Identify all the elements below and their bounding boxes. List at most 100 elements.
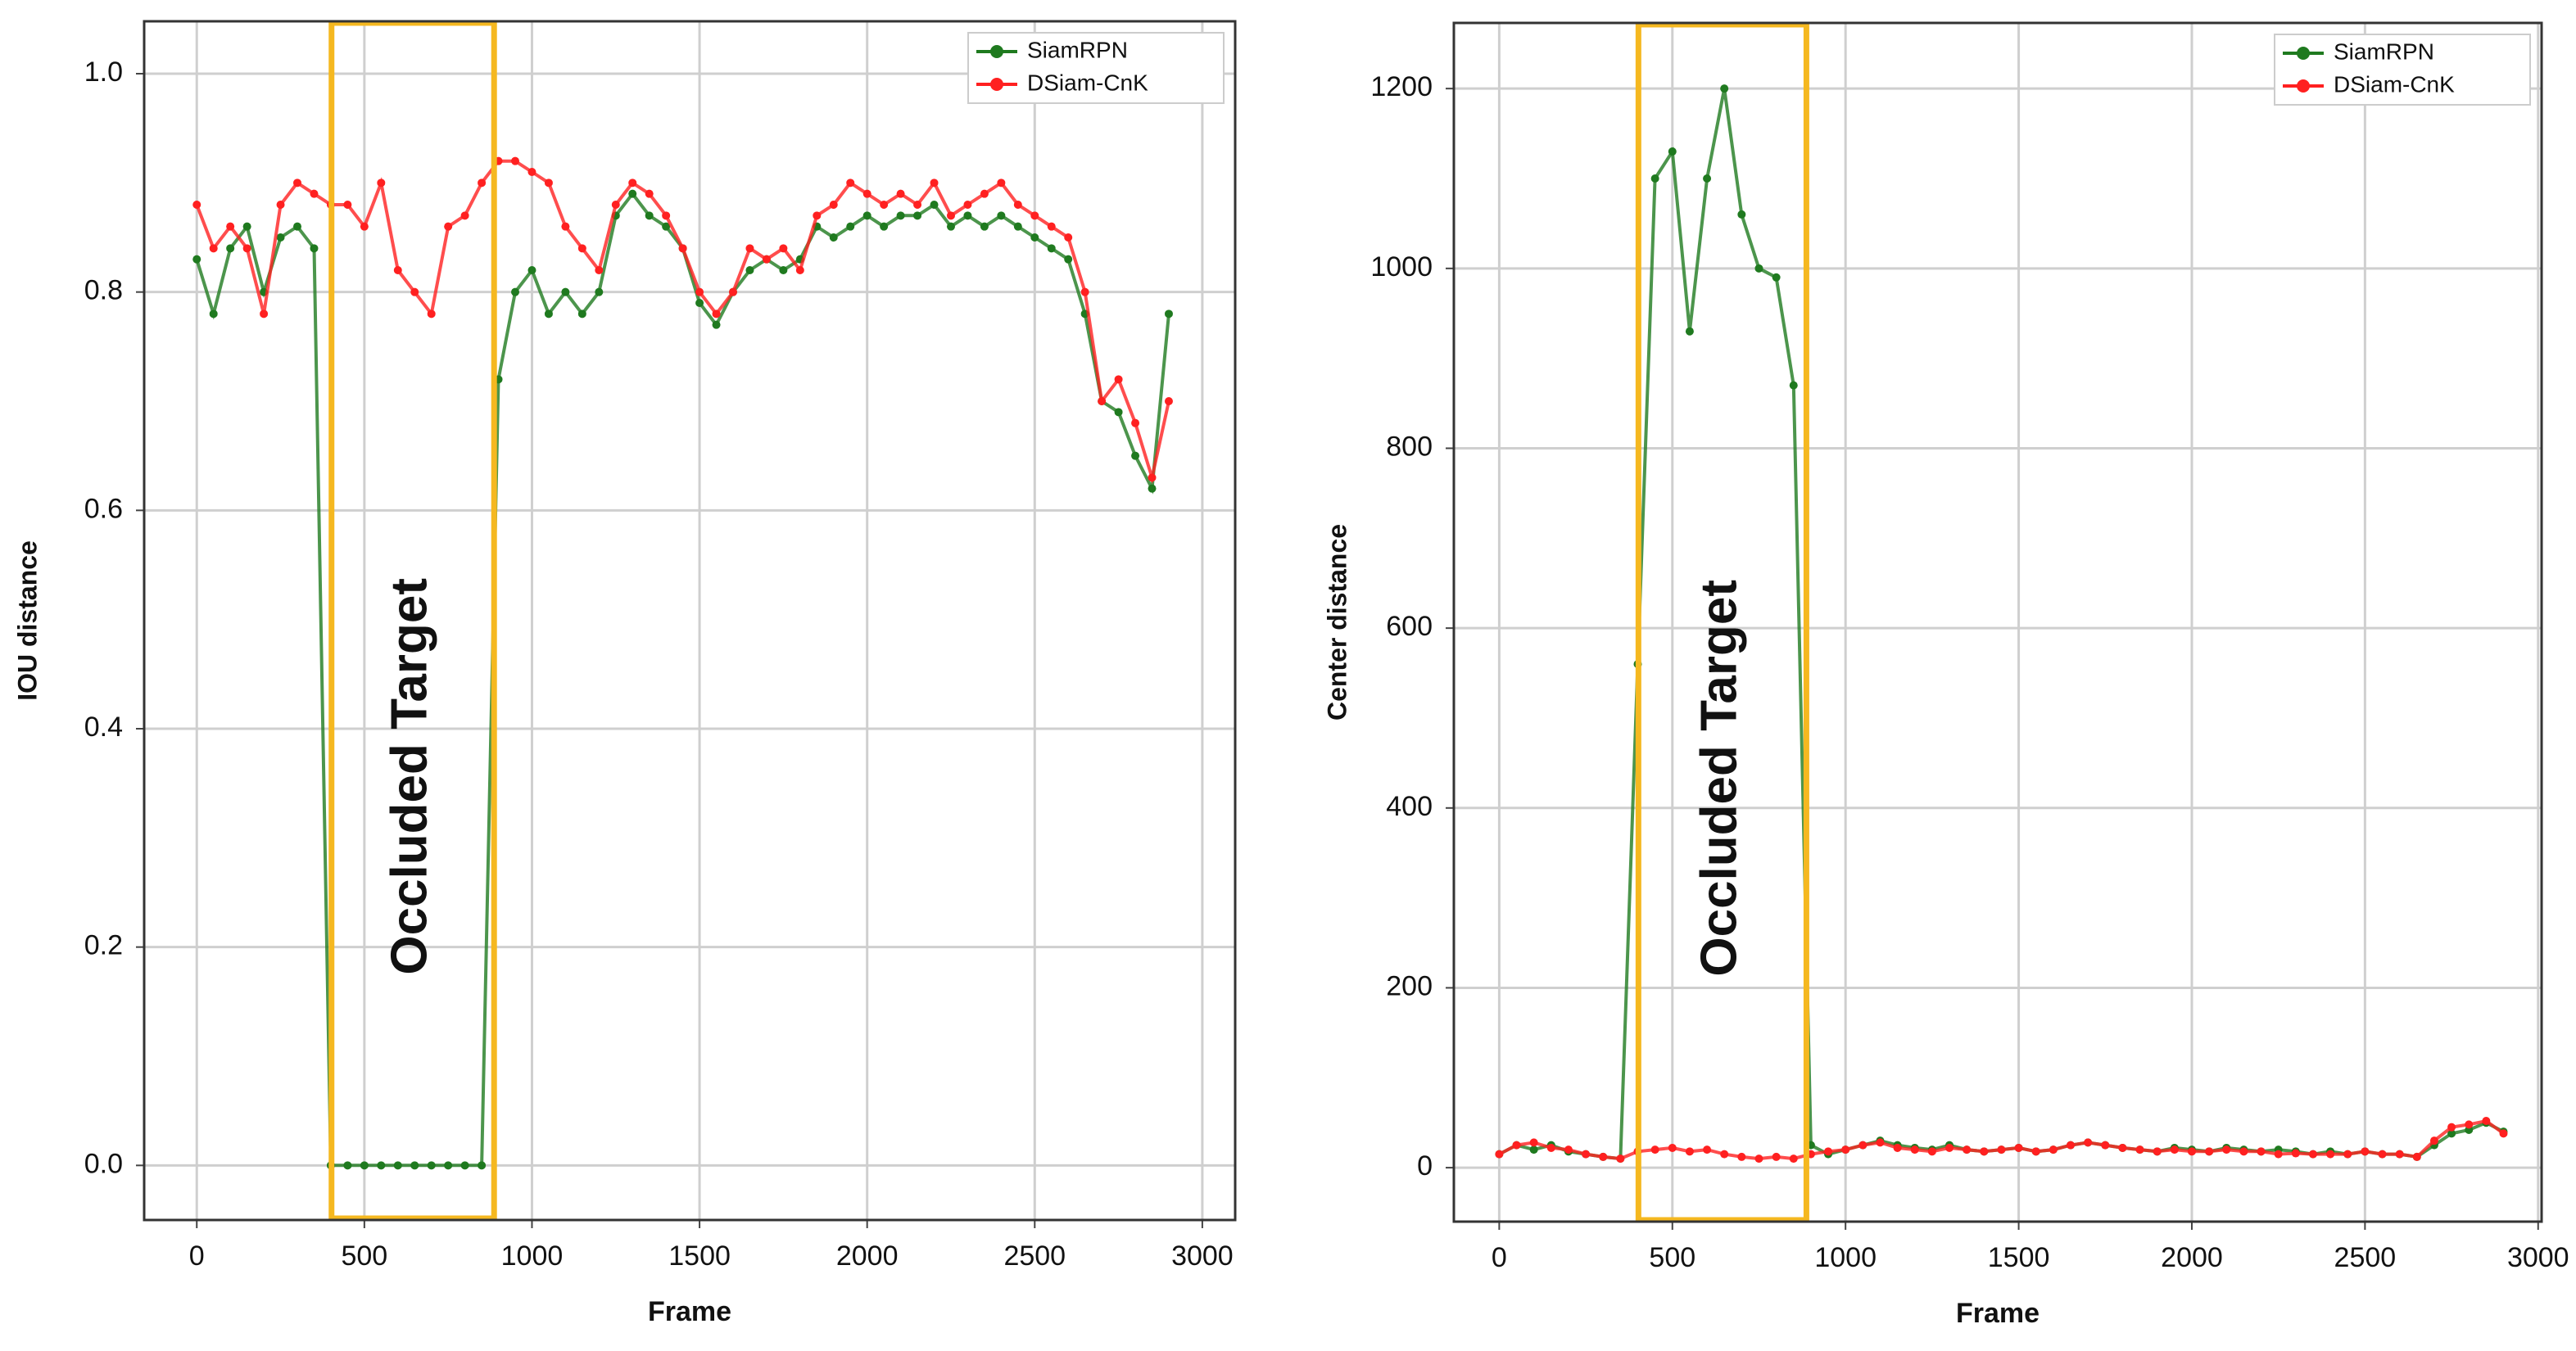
- data-point: [527, 168, 536, 176]
- data-point: [2447, 1123, 2456, 1132]
- data-point: [1030, 233, 1039, 242]
- data-point: [997, 211, 1006, 220]
- data-point: [377, 1161, 386, 1170]
- data-point: [1685, 327, 1694, 336]
- data-point: [829, 233, 838, 242]
- data-point: [276, 201, 285, 209]
- data-point: [2429, 1136, 2438, 1145]
- data-point: [2326, 1150, 2335, 1159]
- data-point: [645, 189, 654, 198]
- data-point: [209, 310, 218, 319]
- y-axis-label: Center distance: [1322, 524, 1351, 721]
- data-point: [611, 201, 620, 209]
- data-point: [1824, 1147, 1833, 1156]
- data-point: [880, 222, 889, 231]
- data-point: [1047, 222, 1056, 231]
- data-point: [242, 222, 251, 231]
- data-point: [1013, 201, 1022, 209]
- legend-marker: [990, 78, 1003, 91]
- plot-area: [1454, 23, 2542, 1222]
- data-point: [662, 211, 671, 220]
- data-point: [393, 1161, 402, 1170]
- occlusion-box: [1635, 21, 1809, 1223]
- y-tick-label: 200: [1386, 970, 1433, 1001]
- data-point: [862, 189, 871, 198]
- data-point: [360, 222, 369, 231]
- x-tick-label: 1000: [501, 1240, 564, 1272]
- data-point: [1841, 1145, 1850, 1154]
- data-point: [1650, 1145, 1659, 1154]
- data-point: [1148, 484, 1157, 493]
- data-point: [444, 1161, 453, 1170]
- data-point: [930, 178, 939, 188]
- data-point: [662, 222, 671, 231]
- legend-marker: [2297, 47, 2310, 60]
- data-point: [963, 211, 972, 220]
- y-tick-label: 600: [1386, 611, 1433, 642]
- annotation-text: Occluded Target: [381, 578, 437, 975]
- data-point: [1963, 1145, 1972, 1154]
- data-point: [427, 1161, 436, 1170]
- y-tick-label: 0.0: [84, 1148, 123, 1179]
- data-point: [1064, 255, 1073, 264]
- data-point: [2222, 1145, 2231, 1154]
- data-point: [1980, 1147, 1989, 1156]
- data-point: [745, 266, 754, 274]
- data-point: [1737, 1152, 1746, 1161]
- data-point: [2084, 1138, 2093, 1147]
- data-point: [2361, 1147, 2370, 1156]
- data-point: [1529, 1138, 1538, 1147]
- data-point: [1668, 147, 1677, 156]
- legend-label: DSiam-CnK: [2334, 71, 2455, 97]
- data-point: [192, 255, 201, 264]
- data-point: [1114, 408, 1123, 417]
- data-point: [377, 178, 386, 188]
- legend-marker: [2297, 79, 2310, 93]
- data-point: [1064, 233, 1073, 242]
- data-point: [946, 222, 955, 231]
- data-point: [561, 222, 570, 231]
- data-point: [410, 287, 419, 296]
- axes-frame: [1452, 21, 2543, 1223]
- data-point: [1582, 1150, 1591, 1159]
- data-point: [1013, 222, 1022, 231]
- data-point: [2447, 1129, 2456, 1138]
- data-point: [745, 244, 754, 253]
- legend-label: SiamRPN: [1027, 37, 1128, 62]
- y-axis-label: IOU distance: [12, 540, 42, 701]
- data-point: [226, 244, 235, 253]
- data-point: [728, 287, 737, 296]
- data-point: [293, 222, 302, 231]
- data-point: [980, 189, 989, 198]
- data-point: [1512, 1141, 1521, 1150]
- data-point: [544, 178, 553, 188]
- data-point: [1131, 451, 1140, 460]
- data-point: [192, 201, 201, 209]
- data-point: [595, 266, 604, 274]
- data-point: [2118, 1143, 2127, 1152]
- data-point: [846, 178, 855, 188]
- data-point: [561, 287, 570, 296]
- data-point: [2412, 1152, 2421, 1161]
- data-point: [963, 201, 972, 209]
- data-point: [343, 201, 352, 209]
- data-point: [862, 211, 871, 220]
- data-point: [997, 178, 1006, 188]
- data-point: [1546, 1143, 1555, 1152]
- x-tick-label: 500: [1649, 1242, 1695, 1273]
- data-point: [880, 201, 889, 209]
- data-point: [2014, 1143, 2023, 1152]
- data-point: [930, 201, 939, 209]
- legend-marker: [990, 45, 1003, 58]
- data-point: [2378, 1150, 2387, 1159]
- data-point: [310, 244, 319, 253]
- data-point: [2274, 1150, 2283, 1159]
- data-point: [293, 178, 302, 188]
- data-point: [712, 320, 721, 329]
- data-point: [2205, 1147, 2214, 1156]
- data-point: [980, 222, 989, 231]
- annotation-text: Occluded Target: [1691, 580, 1747, 977]
- data-point: [2308, 1150, 2317, 1159]
- y-tick-label: 0.4: [84, 712, 123, 743]
